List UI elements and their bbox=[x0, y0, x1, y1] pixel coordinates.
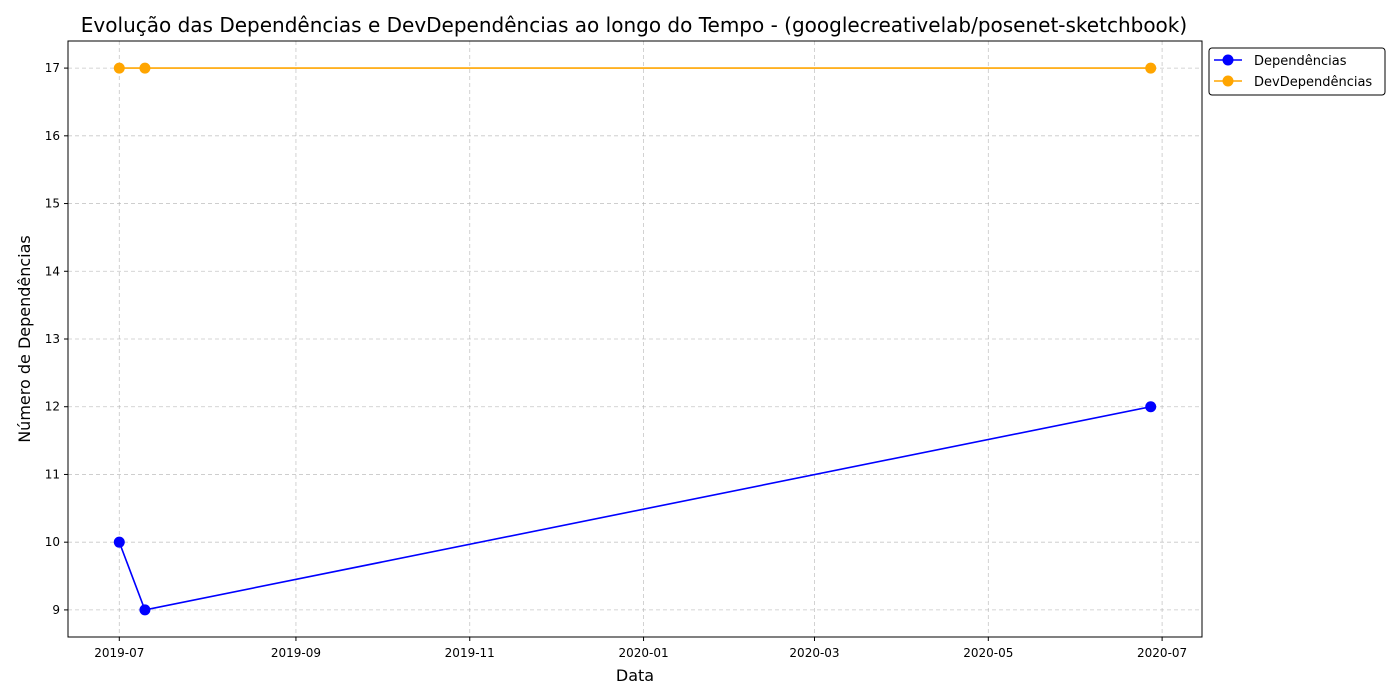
y-tick-label: 14 bbox=[45, 264, 60, 278]
series-1-point bbox=[139, 604, 151, 616]
y-tick-label: 12 bbox=[45, 400, 60, 414]
x-tick-label: 2019-11 bbox=[445, 646, 495, 660]
x-tick-label: 2020-01 bbox=[618, 646, 668, 660]
legend-swatch-marker bbox=[1222, 75, 1234, 87]
x-tick-label: 2020-07 bbox=[1137, 646, 1187, 660]
x-tick-label: 2020-03 bbox=[789, 646, 839, 660]
series-2-point bbox=[1145, 62, 1157, 74]
series-2-point bbox=[113, 62, 125, 74]
y-axis: 9 10 11 12 13 14 15 16 17 bbox=[45, 61, 68, 617]
y-tick-label: 9 bbox=[52, 603, 60, 617]
y-tick-label: 11 bbox=[45, 467, 60, 481]
x-tick-label: 2019-07 bbox=[94, 646, 144, 660]
legend-label: Dependências bbox=[1254, 54, 1347, 69]
series-1-point bbox=[1145, 401, 1157, 413]
legend: Dependências DevDependências bbox=[1208, 47, 1386, 96]
x-axis-title: Data bbox=[616, 666, 654, 685]
x-axis: 2019-07 2019-09 2019-11 2020-01 2020-03 2020-… bbox=[94, 637, 1187, 660]
y-tick-label: 17 bbox=[45, 61, 60, 75]
legend-label: DevDependências bbox=[1254, 75, 1372, 90]
x-tick-label: 2019-09 bbox=[271, 646, 321, 660]
y-tick-label: 10 bbox=[45, 535, 60, 549]
series-group bbox=[113, 62, 1157, 616]
x-tick-label: 2020-05 bbox=[963, 646, 1013, 660]
series-line-1 bbox=[118, 405, 1151, 611]
y-tick-label: 13 bbox=[45, 332, 60, 346]
y-tick-label: 16 bbox=[45, 129, 60, 143]
y-tick-label: 15 bbox=[45, 197, 60, 211]
series-1-point bbox=[113, 536, 125, 548]
chart-title: Evolução das Dependências e DevDependênc… bbox=[81, 13, 1187, 37]
series-2-point bbox=[139, 62, 151, 74]
legend-swatch-marker bbox=[1222, 54, 1234, 66]
grid bbox=[68, 41, 1202, 637]
y-axis-title: Número de Dependências bbox=[15, 235, 34, 443]
legend-box bbox=[1208, 47, 1386, 96]
